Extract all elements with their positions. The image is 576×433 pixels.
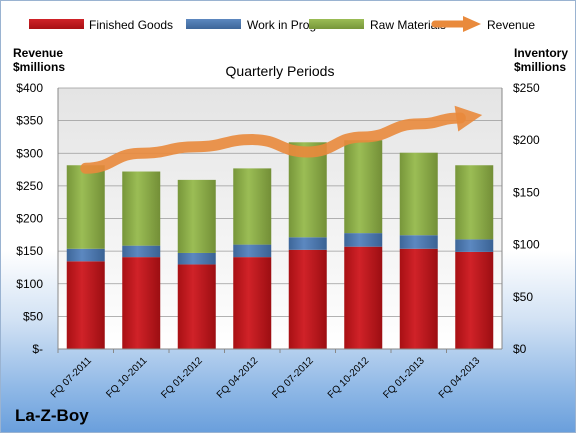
left-axis-label-line1: Revenue <box>13 46 63 60</box>
right-axis-label-line1: Inventory <box>514 46 568 60</box>
bar-raw-materials <box>177 179 216 253</box>
legend-arrowhead-revenue <box>463 16 481 32</box>
revenue-arrowhead <box>454 105 483 132</box>
bar-raw-materials <box>399 152 438 236</box>
bar-raw-materials <box>66 165 105 249</box>
revenue-line <box>80 112 466 174</box>
left-tick-label: $400 <box>16 81 43 95</box>
right-tick-label: $100 <box>513 238 540 252</box>
legend-label-revenue: Revenue <box>487 18 535 32</box>
bar-finished-goods <box>233 257 272 349</box>
bar-raw-materials <box>233 168 272 245</box>
left-tick-label: $300 <box>16 146 43 160</box>
x-tick-label: FQ 10-2011 <box>104 355 149 400</box>
x-tick-label: FQ 10-2012 <box>326 355 372 401</box>
bar-raw-materials <box>344 140 383 234</box>
bar-layer <box>66 140 494 349</box>
bar-raw-materials <box>288 142 327 238</box>
legend-label-finished-goods: Finished Goods <box>89 18 173 32</box>
right-tick-label: $200 <box>513 133 540 147</box>
legend-label-raw-materials: Raw Materials <box>370 18 446 32</box>
bar-finished-goods <box>66 261 105 349</box>
x-tick-label: FQ 01-2012 <box>159 355 205 401</box>
x-tick-label: FQ 07-2012 <box>270 355 316 401</box>
bar-finished-goods <box>177 264 216 349</box>
x-tick-label: FQ 04-2012 <box>215 355 261 401</box>
legend-swatch-work-in-progress <box>186 19 241 29</box>
right-tick-label: $0 <box>513 342 527 356</box>
bar-work-in-progress <box>233 244 272 258</box>
bar-raw-materials <box>122 171 161 246</box>
left-tick-label: $250 <box>16 179 43 193</box>
left-tick-label: $350 <box>16 114 43 128</box>
right-tick-label: $150 <box>513 185 540 199</box>
bar-raw-materials <box>455 165 494 240</box>
bar-finished-goods <box>288 249 327 349</box>
bar-work-in-progress <box>177 252 216 265</box>
left-tick-label: $100 <box>16 277 43 291</box>
left-axis-label-line2: $millions <box>13 60 65 74</box>
bar-work-in-progress <box>399 235 438 249</box>
bar-finished-goods <box>455 251 494 349</box>
x-tick-label: FQ 07-2011 <box>49 355 94 400</box>
bar-finished-goods <box>399 248 438 349</box>
right-tick-label: $50 <box>513 290 533 304</box>
bar-finished-goods <box>344 246 383 349</box>
legend-swatch-finished-goods <box>29 19 84 29</box>
bar-work-in-progress <box>122 245 161 258</box>
company-name: La-Z-Boy <box>15 406 89 425</box>
right-tick-label: $250 <box>513 81 540 95</box>
chart-title: Quarterly Periods <box>226 63 335 79</box>
x-tick-label: FQ 01-2013 <box>381 355 427 401</box>
left-tick-label: $200 <box>16 212 43 226</box>
left-tick-label: $- <box>32 342 43 356</box>
x-tick-label: FQ 04-2013 <box>437 355 483 401</box>
bar-work-in-progress <box>66 248 105 262</box>
legend: Finished Goods Work in Progress Raw Mate… <box>29 16 535 32</box>
line-layer <box>80 105 483 174</box>
left-tick-label: $50 <box>23 309 43 323</box>
bar-work-in-progress <box>288 237 327 250</box>
left-tick-label: $150 <box>16 244 43 258</box>
bar-work-in-progress <box>455 239 494 252</box>
legend-swatch-raw-materials <box>309 19 364 29</box>
bar-finished-goods <box>122 257 161 349</box>
right-axis-label-line2: $millions <box>514 60 566 74</box>
bar-work-in-progress <box>344 233 383 247</box>
